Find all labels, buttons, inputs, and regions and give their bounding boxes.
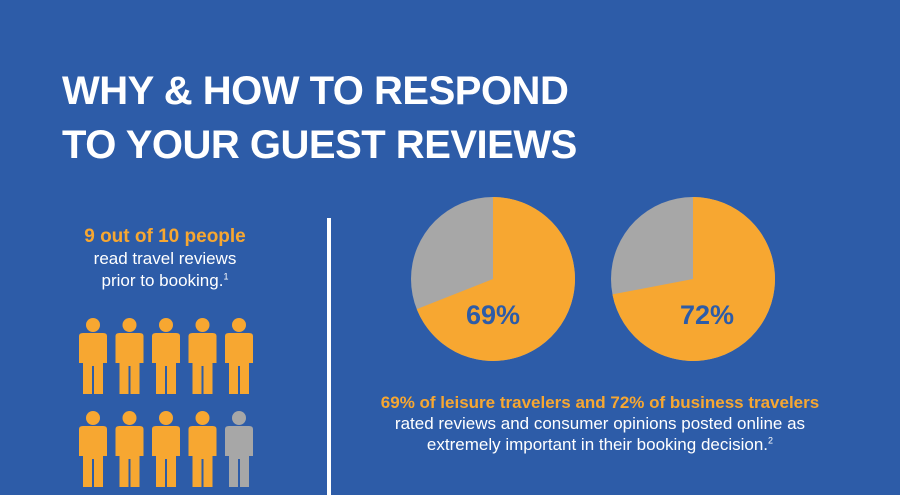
- person-icon: [152, 318, 180, 394]
- person-icon: [115, 318, 144, 394]
- person-icon: [115, 411, 144, 487]
- travelers-caption: 69% of leisure travelers and 72% of busi…: [340, 392, 860, 455]
- caption-line-2: extremely important in their booking dec…: [340, 434, 860, 455]
- person-icon: [225, 411, 253, 487]
- stat-line-1: read travel reviews: [93, 249, 237, 268]
- vertical-divider: [327, 218, 331, 495]
- caption-line-2-text: extremely important in their booking dec…: [426, 435, 769, 454]
- pie-value-slice: [612, 197, 775, 361]
- pie-label-leisure: 69%: [465, 300, 521, 330]
- caption-line-1: rated reviews and consumer opinions post…: [394, 414, 806, 433]
- footnote-1: 1: [223, 271, 229, 282]
- title-line-1: WHY & HOW TO RESPOND: [62, 69, 569, 113]
- person-icon: [152, 411, 180, 487]
- stat-line-2: prior to booking.1: [40, 270, 290, 292]
- person-icon: [79, 411, 107, 487]
- footnote-2: 2: [768, 435, 774, 446]
- page-title: WHY & HOW TO RESPOND TO YOUR GUEST REVIE…: [62, 64, 577, 172]
- pie-chart-business: [611, 197, 775, 361]
- title-line-2: TO YOUR GUEST REVIEWS: [62, 123, 577, 167]
- pie-value-slice: [416, 197, 575, 361]
- stat-headline: 9 out of 10 people: [84, 226, 246, 247]
- person-icon: [188, 318, 217, 394]
- stat-line-2-text: prior to booking.: [101, 271, 224, 290]
- person-icon: [225, 318, 253, 394]
- pie-chart-leisure: [411, 197, 575, 361]
- reviews-stat: 9 out of 10 people read travel reviews p…: [40, 226, 290, 292]
- people-pictogram: [79, 318, 253, 487]
- people-icon-grid: [78, 318, 268, 488]
- pie-label-business: 72%: [679, 300, 735, 330]
- person-icon: [188, 411, 217, 487]
- caption-headline: 69% of leisure travelers and 72% of busi…: [380, 393, 820, 412]
- person-icon: [79, 318, 107, 394]
